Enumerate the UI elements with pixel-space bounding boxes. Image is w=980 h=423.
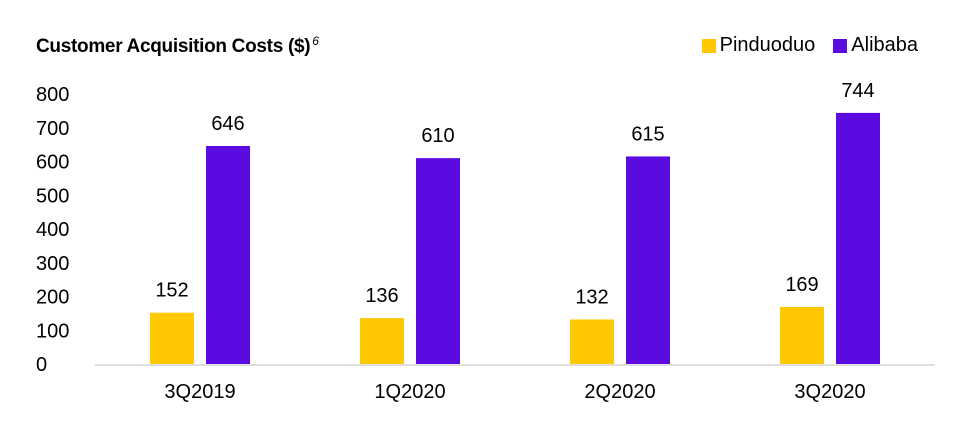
data-label-pinduoduo: 132 [575, 286, 608, 308]
y-tick-label: 600 [36, 152, 69, 174]
bar-alibaba-3q2019 [206, 145, 250, 364]
bar-pinduoduo-3q2019 [150, 312, 194, 364]
y-tick-label: 100 [36, 320, 69, 342]
legend-label-pinduoduo: Pinduoduo [719, 34, 816, 56]
legend-swatch-alibaba [833, 38, 848, 53]
bar-alibaba-2q2020 [626, 156, 670, 364]
bar-pinduoduo-1q2020 [360, 318, 404, 364]
data-label-pinduoduo: 169 [785, 274, 818, 296]
y-tick-label: 0 [36, 354, 47, 376]
legend-item-alibaba: Alibaba [833, 34, 918, 57]
x-tick-label: 1Q2020 [374, 381, 445, 403]
legend-item-pinduoduo: Pinduoduo [701, 34, 816, 57]
bar-pinduoduo-2q2020 [570, 319, 614, 364]
y-tick-label: 800 [36, 84, 69, 106]
data-label-alibaba: 615 [631, 123, 664, 145]
bar-pinduoduo-3q2020 [780, 306, 824, 364]
bar-alibaba-1q2020 [416, 158, 460, 364]
x-tick-label: 2Q2020 [584, 381, 655, 403]
data-label-alibaba: 744 [841, 80, 874, 102]
data-label-alibaba: 646 [211, 113, 244, 135]
bar-alibaba-3q2020 [836, 112, 880, 365]
y-tick-label: 700 [36, 118, 69, 140]
title-footnote: 6 [312, 34, 319, 48]
legend-label-alibaba: Alibaba [851, 34, 918, 56]
x-tick-label: 3Q2019 [164, 381, 235, 403]
chart-title-text: Customer Acquisition Costs ($) [36, 36, 311, 57]
x-tick-label: 3Q2020 [794, 381, 865, 403]
y-tick-label: 300 [36, 253, 69, 275]
chart-legend: Pinduoduo Alibaba [684, 34, 918, 57]
chart-title: Customer Acquisition Costs ($) 6 [36, 34, 319, 58]
y-tick-label: 400 [36, 219, 69, 241]
data-label-pinduoduo: 136 [365, 285, 398, 307]
y-tick-label: 200 [36, 287, 69, 309]
data-label-alibaba: 610 [421, 125, 454, 147]
y-tick-label: 500 [36, 185, 69, 207]
legend-swatch-pinduoduo [701, 38, 716, 53]
data-label-pinduoduo: 152 [155, 280, 188, 302]
